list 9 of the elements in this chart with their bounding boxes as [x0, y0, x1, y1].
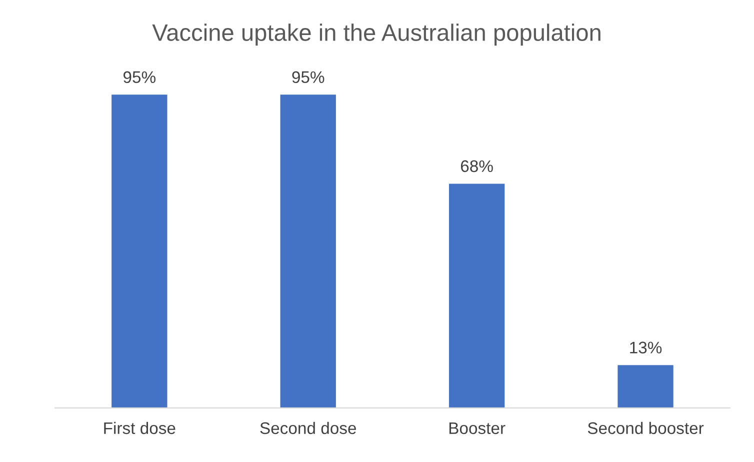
- x-tick-label: Booster: [449, 422, 506, 434]
- data-label: 95%: [292, 71, 324, 84]
- data-label: 13%: [630, 342, 662, 354]
- x-tick-label: First dose: [104, 422, 176, 434]
- chart-title: Vaccine uptake in the Australian population: [152, 24, 600, 46]
- x-tick-label: Second dose: [260, 422, 356, 434]
- data-label: 68%: [460, 160, 493, 172]
- x-tick-label: Second booster: [588, 422, 704, 434]
- data-label: 95%: [124, 71, 156, 84]
